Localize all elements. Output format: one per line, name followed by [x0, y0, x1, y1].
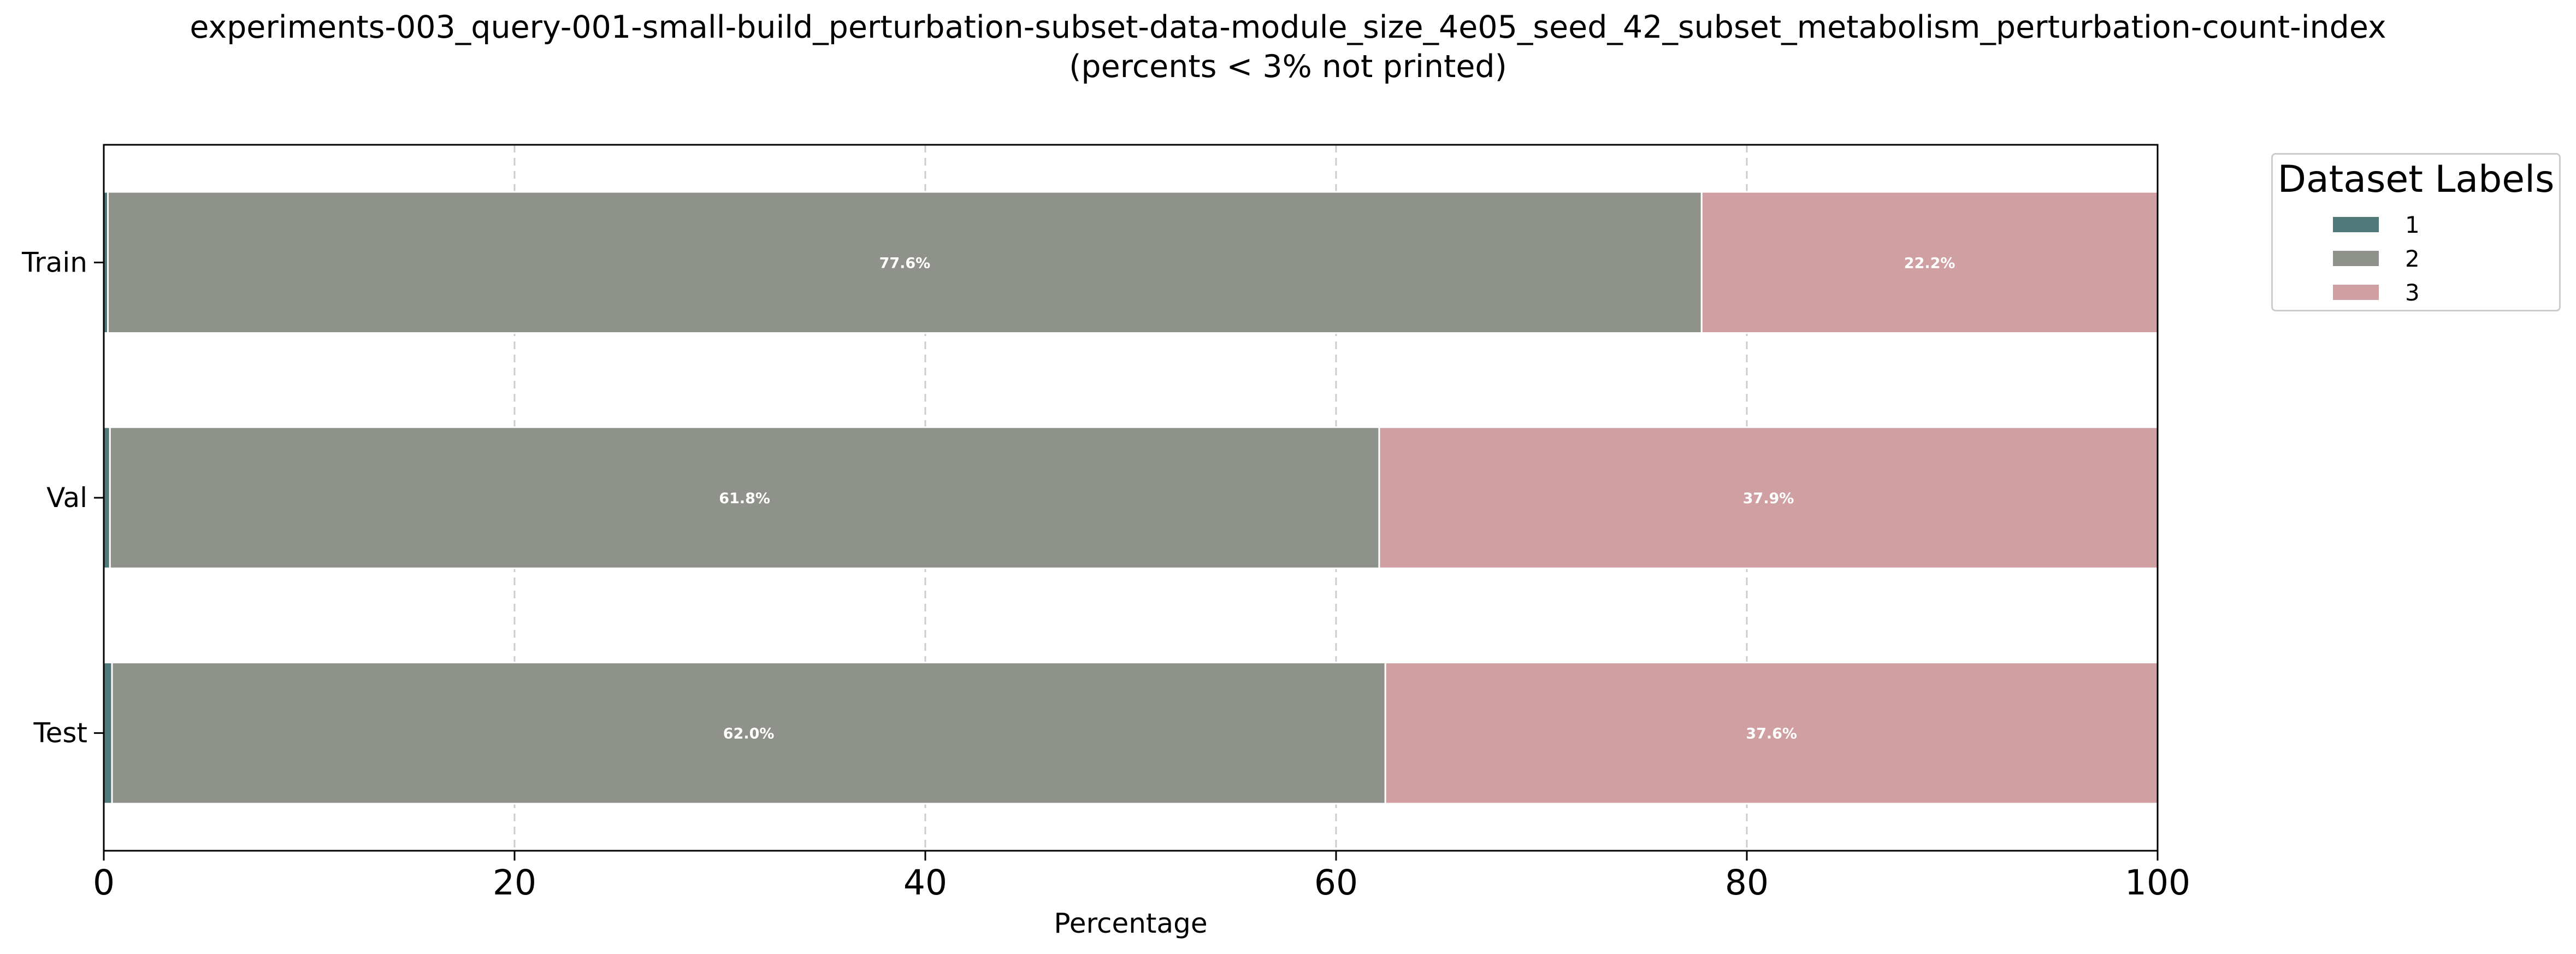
x-tick-label-40: 40: [903, 863, 947, 903]
data-label-val-series-2: 61.8%: [719, 490, 770, 507]
bar-val-series-1: [103, 426, 111, 569]
x-tick-label-60: 60: [1314, 863, 1358, 903]
y-axis-ticks: Train Val Test: [21, 246, 104, 749]
bar-val-series-2: [109, 426, 1380, 569]
legend-label-3: 3: [2405, 279, 2420, 306]
legend-title: Dataset Labels: [2277, 158, 2555, 201]
y-tick-label-test: Test: [33, 717, 87, 749]
y-tick-label-train: Train: [21, 246, 87, 278]
bars: [103, 191, 2159, 805]
bar-val-series-3: [1378, 426, 2159, 569]
data-labels: 77.6% 22.2% 61.8% 37.9% 62.0% 37.6%: [719, 255, 1955, 742]
legend-label-2: 2: [2405, 245, 2420, 272]
legend-item-3: 3: [2333, 277, 2420, 308]
bar-test-series-3: [1384, 661, 2159, 805]
y-tick-label-val: Val: [46, 482, 87, 514]
legend-swatch-2: [2333, 251, 2379, 266]
x-tick-label-0: 0: [93, 863, 115, 903]
legend: Dataset Labels 1 2 3: [2271, 153, 2561, 311]
bar-test-series-1: [103, 661, 113, 805]
bar-train-series-3: [1700, 191, 2159, 334]
legend-item-2: 2: [2333, 243, 2420, 274]
legend-item-1: 1: [2333, 209, 2420, 240]
x-axis-ticks: 0 20 40 60 80 100: [93, 851, 2190, 903]
legend-label-1: 1: [2405, 211, 2420, 238]
chart-subtitle: (percents < 3% not printed): [1069, 49, 1507, 85]
x-tick-label-100: 100: [2125, 863, 2190, 903]
data-label-test-series-3: 37.6%: [1746, 726, 1797, 743]
x-tick-label-80: 80: [1725, 863, 1769, 903]
data-label-train-series-2: 77.6%: [879, 255, 931, 272]
legend-swatch-3: [2333, 285, 2379, 300]
legend-swatch-1: [2333, 217, 2379, 232]
bar-test-series-2: [111, 661, 1386, 805]
x-axis-label: Percentage: [1054, 908, 1207, 939]
data-label-train-series-3: 22.2%: [1904, 255, 1955, 272]
chart-title: experiments-003_query-001-small-build_pe…: [190, 9, 2386, 45]
data-label-val-series-3: 37.9%: [1743, 490, 1794, 507]
x-tick-label-20: 20: [493, 863, 536, 903]
data-label-test-series-2: 62.0%: [723, 726, 775, 743]
